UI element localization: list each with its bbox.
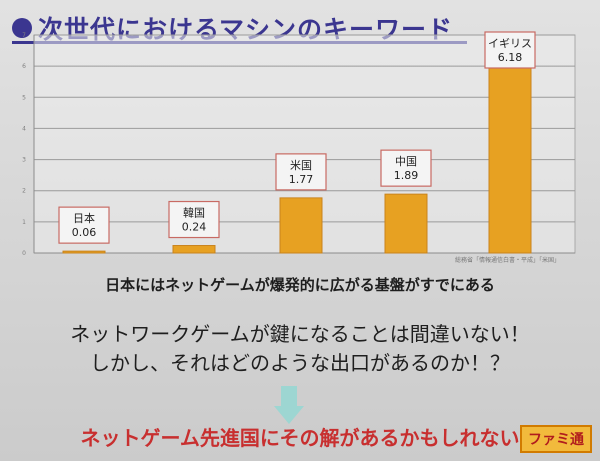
- y-tick-label: 4: [22, 125, 26, 132]
- value-label-1: 0.06: [72, 226, 97, 239]
- chart-caption: 日本にはネットゲームが爆発的に広がる基盤がすでにある: [0, 274, 600, 295]
- bar-4: [385, 194, 427, 253]
- category-label-4: 中国: [395, 155, 417, 168]
- value-label-4: 1.89: [394, 169, 419, 182]
- bar-3: [280, 198, 322, 253]
- y-tick-label: 3: [22, 157, 26, 164]
- down-arrow-body: [281, 386, 297, 408]
- bar-chart: 0 1 2 3 4 5 6 7 日本0.06 韓国0.24 米国1.77 中国1.89 イギリス6.18…: [0, 0, 600, 270]
- conclusion-text: ネットゲーム先進国にその解があるかもしれない: [0, 422, 600, 451]
- message-line-2: しかし、それはどのような出口があるのか！？: [0, 347, 600, 376]
- value-label-5: 6.18: [498, 51, 523, 64]
- category-label-5: イギリス: [488, 37, 532, 50]
- source-note: 総務省「情報通信白書・平成」「米国」: [455, 256, 560, 264]
- message-line-1: ネットワークゲームが鍵になることは間違いない！: [0, 318, 600, 347]
- y-tick-label: 2: [22, 188, 26, 195]
- y-tick-label: 1: [22, 219, 26, 226]
- value-label-2: 0.24: [182, 221, 207, 234]
- down-arrow-icon: [274, 386, 304, 424]
- bar-1: [63, 251, 105, 253]
- bar-5: [489, 61, 531, 253]
- category-label-3: 米国: [290, 159, 312, 172]
- y-tick-label: 7: [22, 32, 26, 39]
- y-tick-label: 6: [22, 63, 26, 70]
- category-label-2: 韓国: [183, 207, 205, 220]
- value-label-3: 1.77: [289, 173, 314, 186]
- y-tick-label: 5: [22, 94, 26, 101]
- famitsu-logo: ファミ通: [520, 425, 592, 453]
- category-label-1: 日本: [73, 211, 95, 225]
- y-tick-label: 0: [22, 250, 26, 257]
- bar-2: [173, 246, 215, 253]
